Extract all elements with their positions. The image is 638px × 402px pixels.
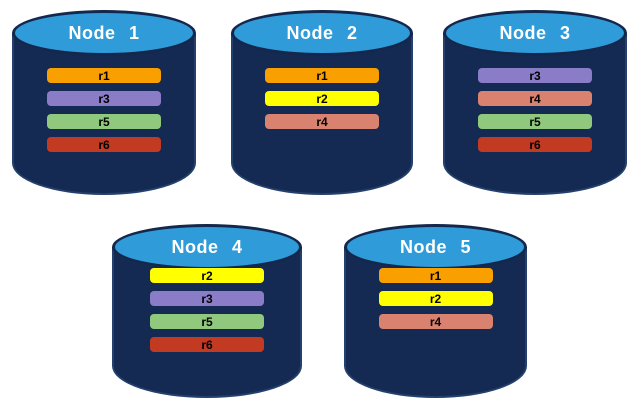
node-1-cylinder-top: Node 1 <box>12 10 196 56</box>
replica-bar: r2 <box>378 291 493 306</box>
node-1-replica-list: r1 r3 r5 r6 <box>12 68 196 152</box>
replica-bar: r1 <box>265 68 379 83</box>
replica-bar: r3 <box>478 68 592 83</box>
node-4-label: Node 4 <box>171 236 243 257</box>
replica-bar: r4 <box>265 114 379 129</box>
node-2-cylinder: Node 2 r1 r2 r4 <box>231 10 413 195</box>
replica-bar: r5 <box>478 114 592 129</box>
node-4-cylinder-top: Node 4 <box>112 224 302 270</box>
node-4-cylinder: Node 4 r2 r3 r5 r6 <box>112 224 302 398</box>
node-1-label: Node 1 <box>68 22 140 43</box>
replica-bar: r6 <box>47 137 161 152</box>
replica-bar: r2 <box>150 268 264 283</box>
replica-bar: r2 <box>265 91 379 106</box>
replica-bar: r3 <box>47 91 161 106</box>
node-3-replica-list: r3 r4 r5 r6 <box>443 68 627 152</box>
replica-bar: r3 <box>150 291 264 306</box>
node-4-replica-list: r2 r3 r5 r6 <box>112 268 302 352</box>
node-2-replica-list: r1 r2 r4 <box>231 68 413 129</box>
node-3-cylinder: Node 3 r3 r4 r5 r6 <box>443 10 627 195</box>
replica-bar: r4 <box>478 91 592 106</box>
node-5-replica-list: r1 r2 r4 <box>344 268 527 329</box>
node-5-cylinder: Node 5 r1 r2 r4 <box>344 224 527 398</box>
node-5-cylinder-top: Node 5 <box>344 224 527 270</box>
replica-bar: r4 <box>378 314 493 329</box>
node-1-cylinder: Node 1 r1 r3 r5 r6 <box>12 10 196 195</box>
replica-bar: r6 <box>478 137 592 152</box>
node-3-label: Node 3 <box>499 22 571 43</box>
node-5-label: Node 5 <box>399 236 471 257</box>
node-3-cylinder-top: Node 3 <box>443 10 627 56</box>
replica-bar: r5 <box>47 114 161 129</box>
node-2-label: Node 2 <box>286 22 358 43</box>
replica-bar: r1 <box>47 68 161 83</box>
node-2-cylinder-top: Node 2 <box>231 10 413 56</box>
replica-bar: r6 <box>150 337 264 352</box>
replica-bar: r5 <box>150 314 264 329</box>
replica-bar: r1 <box>378 268 493 283</box>
